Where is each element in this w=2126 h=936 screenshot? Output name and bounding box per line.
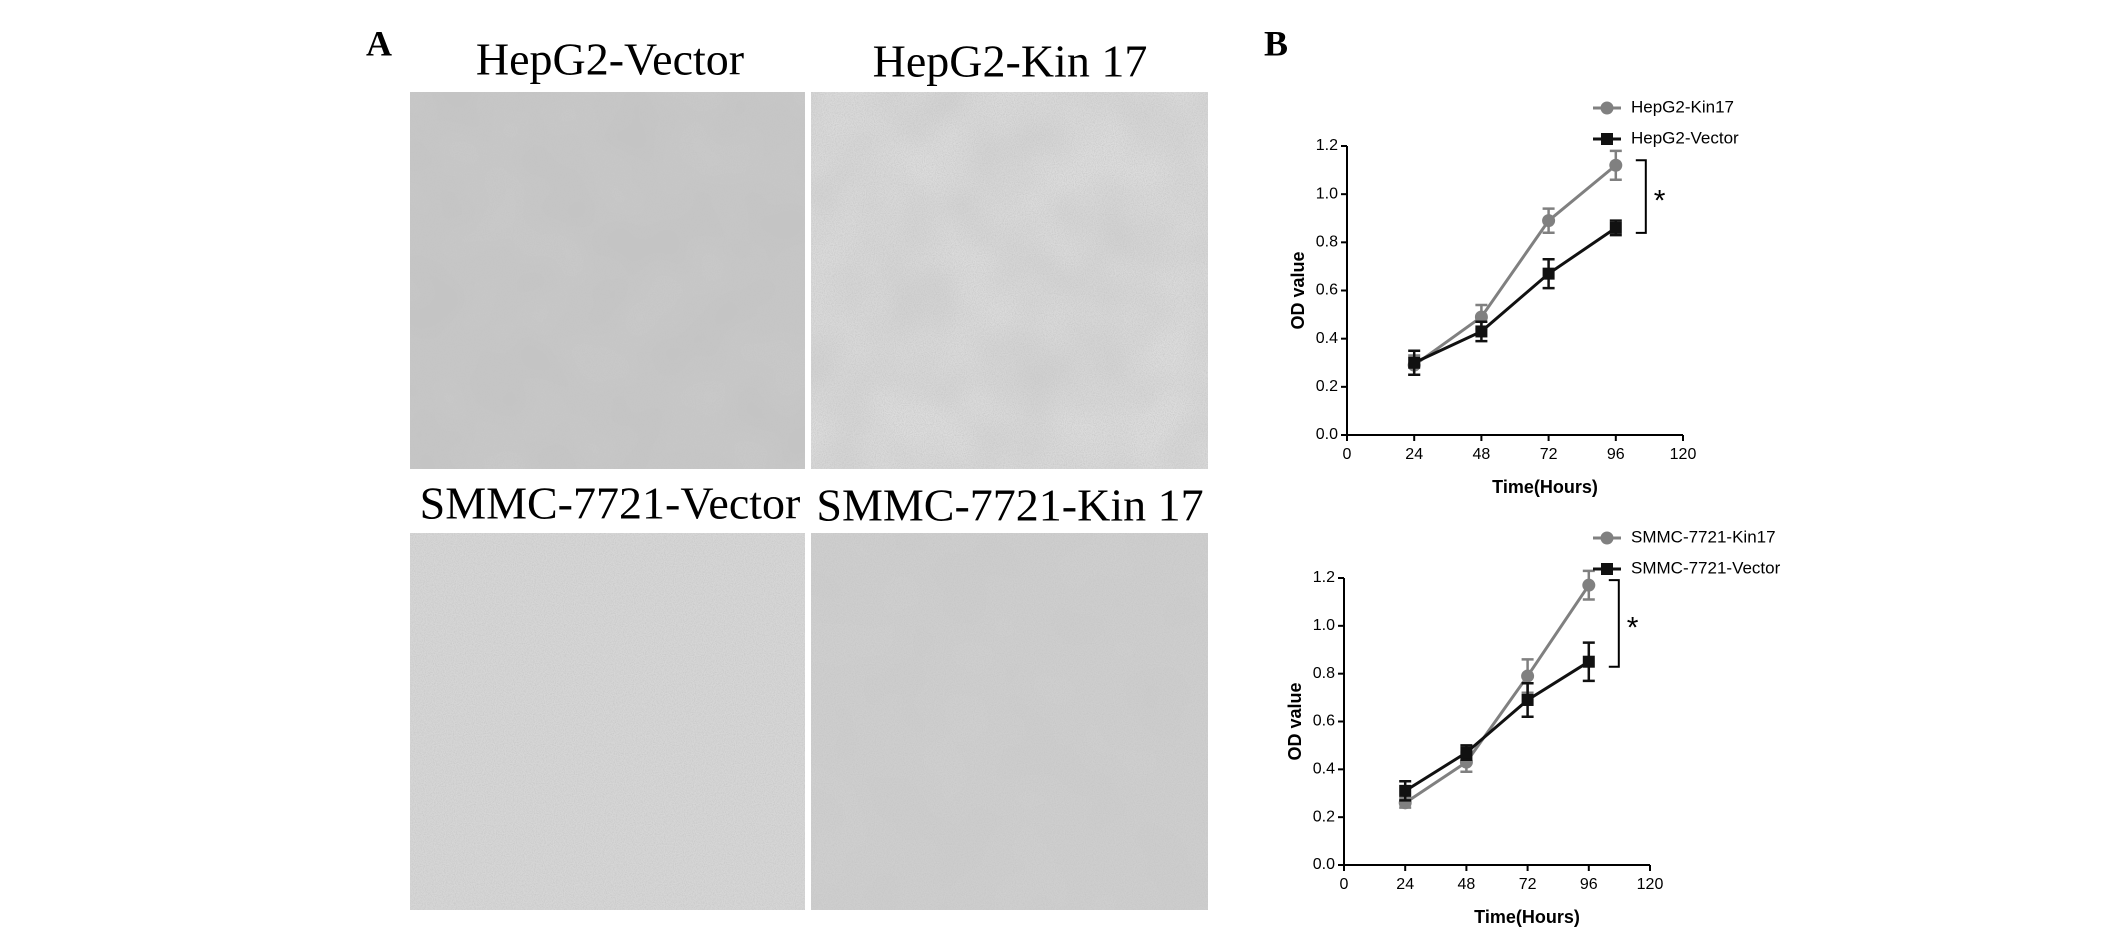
micrograph bbox=[410, 92, 805, 469]
marker bbox=[1609, 221, 1622, 234]
y-tick-label: 1.0 bbox=[1313, 617, 1335, 634]
x-axis-label: Time(Hours) bbox=[1492, 477, 1598, 497]
y-tick-label: 0.4 bbox=[1313, 761, 1335, 778]
x-tick-label: 24 bbox=[1396, 876, 1414, 893]
legend-label: SMMC-7721-Vector bbox=[1631, 558, 1781, 577]
legend-label: SMMC-7721-Kin17 bbox=[1631, 527, 1776, 546]
significance-bracket bbox=[1608, 579, 1620, 668]
micrograph bbox=[410, 533, 805, 910]
y-tick-label: 1.2 bbox=[1313, 569, 1335, 586]
chart: 0.0 0.2 0.4 0.6 0.8 1.0 1.2 0 24 48 72 96 120 Time(Ho… bbox=[1285, 527, 1781, 926]
series-line bbox=[1404, 660, 1590, 793]
image-title: SMMC-7721-Kin 17 bbox=[816, 480, 1203, 531]
legend-marker bbox=[1601, 563, 1613, 575]
x-tick-label: 120 bbox=[1670, 446, 1697, 463]
legend-label: HepG2-Kin17 bbox=[1631, 97, 1734, 116]
image-title: HepG2-Vector bbox=[476, 34, 744, 85]
marker bbox=[1521, 669, 1535, 683]
x-tick-label: 96 bbox=[1607, 446, 1625, 463]
x-tick-label: 120 bbox=[1637, 876, 1664, 893]
y-tick-label: 0.0 bbox=[1316, 426, 1338, 443]
x-tick-label: 72 bbox=[1519, 876, 1537, 893]
legend-marker bbox=[1600, 531, 1614, 545]
y-tick-label: 1.0 bbox=[1316, 185, 1338, 202]
y-tick-label: 0.8 bbox=[1316, 234, 1338, 251]
panel-label: A bbox=[366, 23, 392, 63]
marker bbox=[1474, 310, 1488, 324]
legend-marker bbox=[1601, 133, 1613, 145]
marker bbox=[1521, 693, 1534, 706]
x-tick-label: 48 bbox=[1473, 446, 1491, 463]
y-axis-label: OD value bbox=[1285, 682, 1305, 760]
y-tick-label: 0.0 bbox=[1313, 856, 1335, 873]
legend-marker bbox=[1600, 101, 1614, 115]
marker bbox=[1408, 356, 1421, 369]
marker bbox=[1542, 214, 1556, 228]
y-tick-label: 1.2 bbox=[1316, 137, 1338, 154]
micrograph bbox=[811, 533, 1208, 910]
x-tick-label: 0 bbox=[1343, 446, 1352, 463]
marker bbox=[1542, 267, 1555, 280]
panel-label: B bbox=[1264, 23, 1288, 63]
marker bbox=[1460, 746, 1473, 759]
x-tick-label: 96 bbox=[1580, 876, 1598, 893]
x-tick-label: 24 bbox=[1405, 446, 1423, 463]
y-tick-label: 0.6 bbox=[1313, 713, 1335, 730]
y-tick-label: 0.4 bbox=[1316, 330, 1338, 347]
x-tick-label: 0 bbox=[1340, 876, 1349, 893]
micrograph bbox=[811, 92, 1208, 469]
marker bbox=[1475, 325, 1488, 338]
annotation: * bbox=[1627, 611, 1639, 644]
series-line bbox=[1404, 584, 1591, 805]
marker bbox=[1609, 158, 1623, 172]
marker bbox=[1582, 655, 1595, 668]
marker bbox=[1582, 578, 1596, 592]
y-axis-label: OD value bbox=[1288, 251, 1308, 329]
series-line bbox=[1413, 164, 1617, 367]
x-axis-label: Time(Hours) bbox=[1474, 907, 1580, 927]
y-tick-label: 0.2 bbox=[1316, 378, 1338, 395]
y-tick-label: 0.2 bbox=[1313, 808, 1335, 825]
x-tick-label: 48 bbox=[1458, 876, 1476, 893]
y-tick-label: 0.8 bbox=[1313, 665, 1335, 682]
chart: 0.0 0.2 0.4 0.6 0.8 1.0 1.2 0 24 48 72 96 120 Time(Ho… bbox=[1288, 97, 1739, 496]
series-line bbox=[1413, 226, 1617, 365]
annotation: * bbox=[1654, 184, 1666, 217]
marker bbox=[1399, 784, 1412, 797]
y-tick-label: 0.6 bbox=[1316, 282, 1338, 299]
significance-bracket bbox=[1635, 159, 1647, 234]
x-tick-label: 72 bbox=[1540, 446, 1558, 463]
image-title: SMMC-7721-Vector bbox=[420, 478, 801, 529]
legend-label: HepG2-Vector bbox=[1631, 128, 1739, 147]
image-title: HepG2-Kin 17 bbox=[873, 36, 1148, 87]
